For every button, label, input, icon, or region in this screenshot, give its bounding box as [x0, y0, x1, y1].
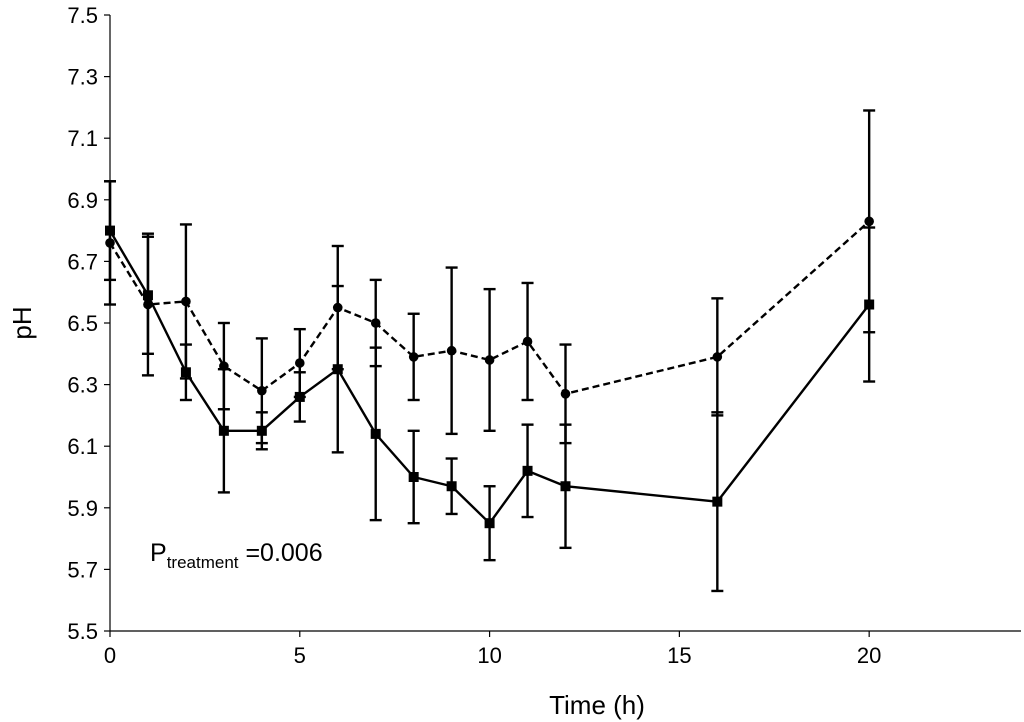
p-value-number: =0.006: [239, 539, 323, 567]
p-value-subscript: treatment: [167, 553, 239, 572]
data-point-circle: [522, 336, 533, 347]
series-layer: [104, 109, 876, 593]
data-point-square: [712, 496, 723, 507]
y-tick-label: 6.5: [67, 311, 98, 336]
series-solid-square: [104, 180, 876, 593]
axes: 5.5 5.7 5.9 6.1 6.3 6.5 6.7 6.9 7.1 7.3 7.5 0 5 10 15 2…: [67, 3, 1021, 668]
data-point-circle: [864, 216, 874, 227]
x-tick-label: 0: [104, 643, 116, 668]
p-value-annotation: Ptreatment =0.006: [150, 539, 323, 572]
y-tick-label: 6.1: [67, 434, 98, 459]
x-tick-label: 5: [294, 643, 306, 668]
data-point-square: [180, 367, 191, 378]
y-tick-label: 7.5: [67, 3, 98, 28]
data-point-circle: [446, 345, 457, 356]
y-tick-label: 6.7: [67, 249, 98, 274]
y-tick-label: 7.1: [67, 126, 98, 151]
y-axis-title: pH: [7, 306, 37, 339]
data-point-square: [446, 481, 457, 492]
data-point-square: [332, 364, 343, 375]
x-tick-label: 15: [667, 643, 691, 668]
y-tick-label: 6.9: [67, 188, 98, 213]
data-point-square: [218, 425, 229, 436]
x-tick-label: 10: [477, 643, 501, 668]
data-point-square: [142, 290, 153, 301]
data-point-square: [370, 428, 381, 439]
y-tick-label: 7.3: [67, 65, 98, 90]
data-point-square: [256, 425, 267, 436]
p-value-main: P: [150, 539, 167, 567]
data-point-square: [484, 518, 495, 529]
y-tick-label: 6.3: [67, 373, 98, 398]
x-tick-label: 20: [857, 643, 881, 668]
data-point-circle: [181, 296, 191, 307]
y-tick-label: 5.7: [67, 557, 98, 582]
data-point-circle: [257, 385, 267, 396]
data-point-square: [864, 299, 875, 310]
data-point-square: [408, 472, 419, 482]
x-axis-title: Time (h): [549, 690, 645, 720]
data-point-circle: [560, 389, 571, 399]
data-point-square: [105, 225, 115, 236]
data-point-square: [522, 465, 533, 476]
data-point-circle: [712, 352, 723, 362]
data-point-square: [294, 391, 305, 402]
data-point-square: [560, 481, 571, 492]
y-tick-label: 5.5: [67, 619, 98, 644]
data-point-circle: [294, 358, 305, 368]
data-point-circle: [408, 352, 419, 362]
data-point-circle: [370, 318, 381, 328]
data-point-circle: [484, 355, 495, 365]
series-dashed-circle: [104, 109, 876, 445]
y-tick-label: 5.9: [67, 496, 98, 521]
